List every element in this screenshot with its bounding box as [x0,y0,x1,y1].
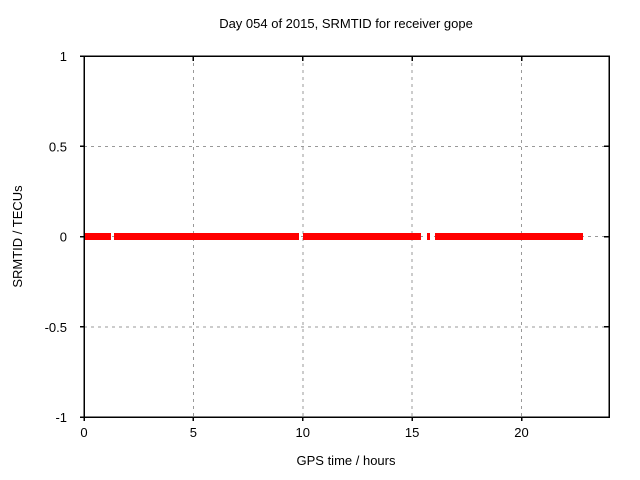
x-tick-label-10: 10 [296,425,310,440]
y-tick-label-0.5: 0.5 [49,139,67,154]
plot-area: 0 5 10 15 20 -1 -0.5 0 0.5 1 [45,49,610,440]
y-tick-label--1: -1 [55,410,67,425]
x-tick-label-5: 5 [190,425,197,440]
y-tick-label-1: 1 [60,49,67,64]
x-axis-label: GPS time / hours [297,453,396,468]
y-tick-label-0: 0 [60,230,67,245]
x-tick-label-20: 20 [514,425,528,440]
x-tick-label-0: 0 [80,425,87,440]
y-axis-label: SRMTID / TECUs [10,185,25,288]
y-tick-label--0.5: -0.5 [45,320,67,335]
x-tick-label-15: 15 [405,425,419,440]
chart-title: Day 054 of 2015, SRMTID for receiver gop… [219,16,473,31]
